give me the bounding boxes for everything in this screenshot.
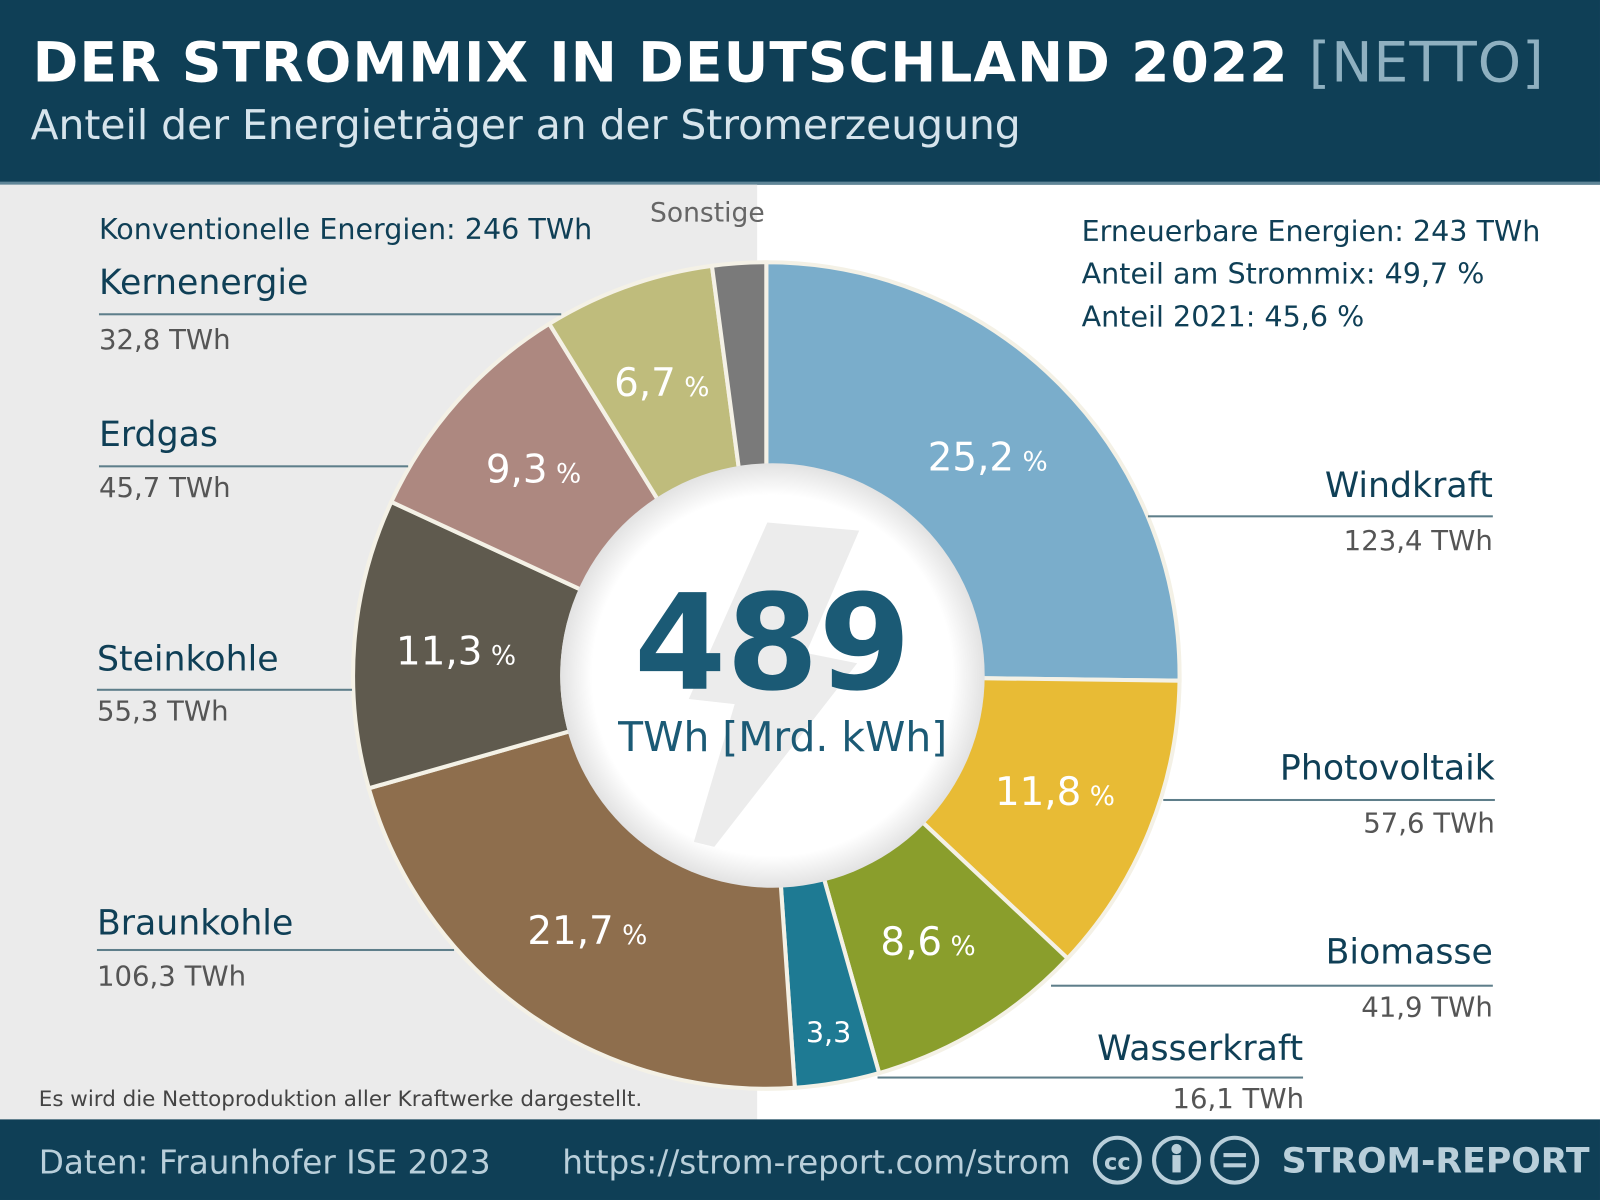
- subtitle: Anteil der Energieträger an der Stromerz…: [30, 102, 1021, 149]
- label-windkraft: Windkraft: [1324, 465, 1493, 507]
- renewable-total: Erneuerbare Energien: 243 TWh: [1081, 214, 1541, 248]
- label-erdgas: Erdgas: [98, 414, 218, 456]
- label-steinkohle: Steinkohle: [96, 638, 279, 680]
- footer: [0, 1119, 1600, 1200]
- lightning-icon: [688, 522, 860, 847]
- total-value: 489: [633, 565, 911, 721]
- value-windkraft: 123,4 TWh: [1343, 525, 1493, 558]
- percent-label-biomasse: 8,6 %: [880, 918, 976, 964]
- data-source: Daten: Fraunhofer ISE 2023: [38, 1142, 491, 1182]
- label-photovoltaik: Photovoltaik: [1279, 747, 1495, 789]
- renewable-share-2021: Anteil 2021: 45,6 %: [1081, 299, 1365, 334]
- conventional-total: Konventionelle Energien: 246 TWh: [98, 212, 593, 246]
- percent-label-braunkohle: 21,7 %: [527, 907, 648, 953]
- renewable-share: Anteil am Strommix: 49,7 %: [1081, 257, 1485, 291]
- brand-logo: STROM-REPORT: [1281, 1140, 1590, 1182]
- leader-line: [1051, 984, 1493, 987]
- label-wasserkraft: Wasserkraft: [1097, 1028, 1304, 1070]
- label-biomasse: Biomasse: [1325, 931, 1493, 973]
- value-wasserkraft: 16,1 TWh: [1172, 1083, 1305, 1116]
- leader-line: [1147, 515, 1493, 518]
- percent-label-kernenergie: 6,7 %: [614, 359, 710, 405]
- value-photovoltaik: 57,6 TWh: [1363, 808, 1495, 840]
- leader-line: [96, 948, 455, 952]
- leader-line: [877, 1076, 1304, 1079]
- source-link[interactable]: https://strom-report.com/strom: [562, 1142, 1071, 1182]
- label-kernenergie: Kernenergie: [98, 262, 309, 304]
- value-steinkohle: 55,3 TWh: [96, 695, 229, 728]
- leader-line: [1163, 798, 1495, 802]
- percent-label-steinkohle: 11,3 %: [396, 628, 517, 674]
- footnote: Es wird die Nettoproduktion aller Kraftw…: [38, 1086, 643, 1112]
- page-title: DER STROMMIX IN DEUTSCHLAND 2022 [NETTO]: [33, 31, 1545, 95]
- leader-line: [96, 688, 353, 691]
- value-biomasse: 41,9 TWh: [1361, 991, 1493, 1024]
- value-kernenergie: 32,8 TWh: [98, 324, 231, 357]
- title-suffix: [NETTO]: [1308, 30, 1545, 95]
- value-erdgas: 45,7 TWh: [98, 472, 231, 505]
- percent-label-erdgas: 9,3 %: [485, 446, 582, 492]
- percent-label-windkraft: 25,2 %: [927, 434, 1048, 480]
- percent-label-photovoltaik: 11,8 %: [994, 769, 1115, 815]
- value-braunkohle: 106,3 TWh: [96, 961, 247, 993]
- label-braunkohle: Braunkohle: [96, 903, 294, 944]
- title-text: DER STROMMIX IN DEUTSCHLAND 2022: [32, 30, 1289, 95]
- leader-line: [98, 465, 409, 468]
- leader-line: [98, 313, 562, 316]
- header: [0, 0, 1600, 185]
- total-unit: TWh [Mrd. kWh]: [618, 714, 948, 762]
- label-sonstige: Sonstige: [649, 197, 765, 229]
- percent-label-wasserkraft: 3,3: [805, 1015, 852, 1050]
